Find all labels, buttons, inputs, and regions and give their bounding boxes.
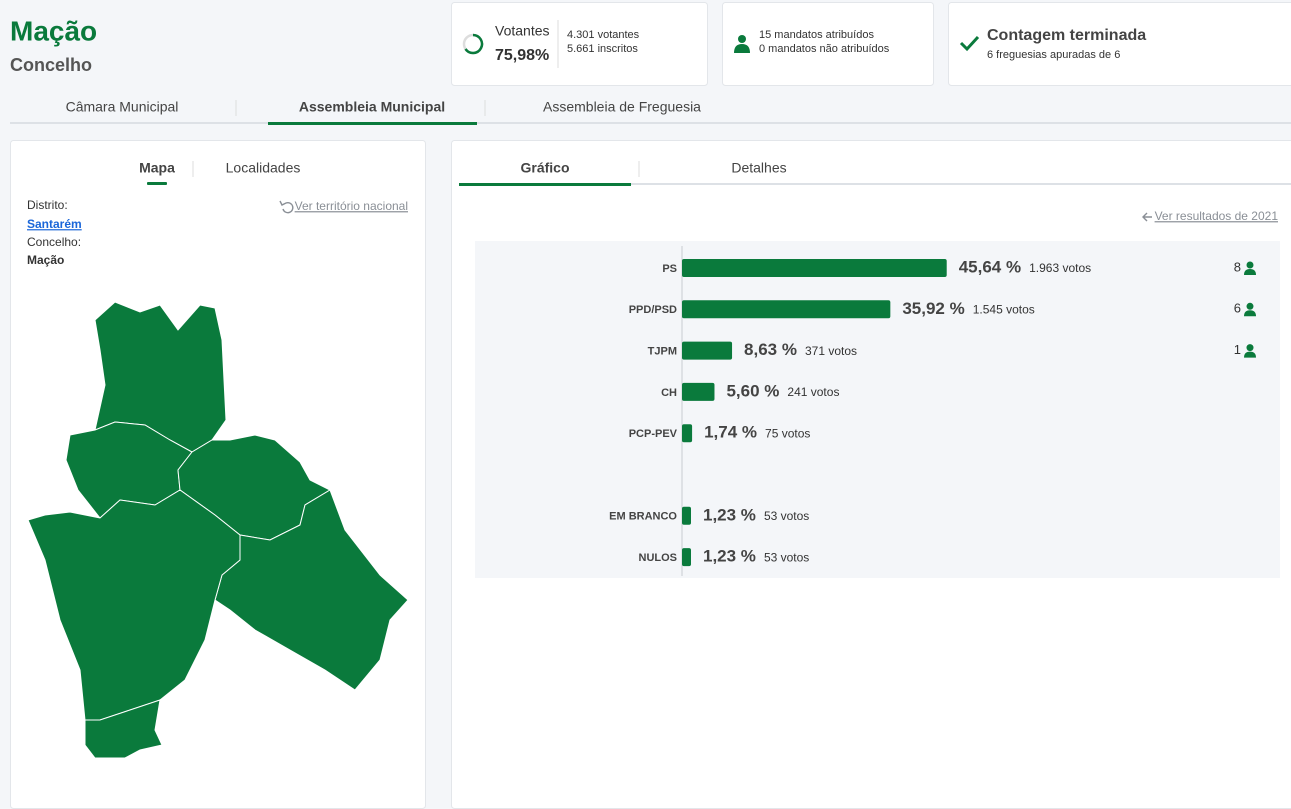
tab[interactable]: Localidades bbox=[226, 160, 301, 176]
value-label: 45,64 % bbox=[959, 257, 1021, 276]
title: Mação bbox=[10, 15, 97, 46]
check-icon bbox=[959, 35, 980, 52]
category-label: PS bbox=[662, 263, 677, 275]
person-head bbox=[1246, 344, 1254, 352]
registered: 5.661 inscritos bbox=[567, 43, 638, 55]
person-icon bbox=[1244, 261, 1256, 275]
status-card bbox=[948, 2, 1291, 86]
status-detail: 6 freguesias apuradas de 6 bbox=[987, 49, 1120, 61]
value-label: 5,60 % bbox=[726, 381, 779, 400]
national-link[interactable]: Ver território nacional bbox=[295, 199, 408, 213]
seats-label: 8 bbox=[1234, 259, 1241, 274]
value-label: 8,63 % bbox=[744, 340, 797, 359]
tab[interactable]: Assembleia de Freguesia bbox=[543, 99, 701, 115]
value-label: 1,23 % bbox=[703, 505, 756, 524]
voters: 4.301 votantes bbox=[567, 29, 640, 41]
category-label: PPD/PSD bbox=[629, 304, 677, 316]
value-label: 1,23 % bbox=[703, 547, 756, 566]
bar bbox=[682, 548, 691, 567]
mandates-assigned: 15 mandatos atribuídos bbox=[759, 29, 874, 41]
vote-label: 53 votos bbox=[764, 509, 809, 523]
person-body bbox=[1244, 310, 1256, 317]
parish[interactable] bbox=[27, 489, 241, 721]
vote-label: 75 votos bbox=[765, 426, 810, 440]
parish[interactable] bbox=[84, 699, 163, 759]
seats-label: 6 bbox=[1234, 301, 1241, 316]
parish[interactable] bbox=[94, 301, 227, 453]
category-label: TJPM bbox=[648, 346, 677, 358]
tab-active[interactable]: Assembleia Municipal bbox=[299, 99, 445, 115]
person-icon bbox=[1244, 344, 1256, 358]
person-icon bbox=[734, 35, 750, 53]
category-label: NULOS bbox=[639, 552, 678, 564]
district-link[interactable]: Santarém bbox=[27, 217, 82, 231]
tab[interactable]: Câmara Municipal bbox=[66, 99, 179, 115]
turnout-value: 75,98% bbox=[495, 47, 549, 64]
previous-link[interactable]: Ver resultados de 2021 bbox=[1155, 209, 1279, 223]
turnout-ring-fill bbox=[464, 33, 484, 55]
chart-area bbox=[475, 241, 1280, 578]
turnout-card bbox=[451, 2, 708, 86]
vote-label: 1.963 votos bbox=[1029, 261, 1091, 275]
vote-label: 1.545 votos bbox=[973, 302, 1035, 316]
person-head bbox=[1246, 261, 1254, 269]
person-head bbox=[1246, 302, 1254, 310]
tab[interactable]: Detalhes bbox=[731, 160, 786, 176]
person-body bbox=[1244, 351, 1256, 358]
bar bbox=[682, 382, 715, 401]
turnout-label: Votantes bbox=[495, 23, 550, 39]
value-label: 1,74 % bbox=[704, 423, 757, 442]
municipality: Mação bbox=[27, 253, 64, 267]
municipality-label: Concelho: bbox=[27, 235, 81, 249]
category-label: CH bbox=[661, 387, 677, 399]
tab-active[interactable]: Mapa bbox=[139, 160, 175, 176]
status-title: Contagem terminada bbox=[987, 27, 1146, 44]
bar bbox=[682, 424, 693, 443]
tab-underline bbox=[147, 182, 167, 185]
bar bbox=[682, 259, 947, 277]
mandates-unassigned: 0 mandatos não atribuídos bbox=[759, 43, 890, 55]
mandates-card bbox=[722, 2, 934, 86]
back-icon bbox=[279, 200, 294, 214]
subtitle: Concelho bbox=[10, 55, 92, 75]
district-label: Distrito: bbox=[27, 198, 68, 212]
vote-label: 371 votos bbox=[805, 344, 857, 358]
vote-label: 241 votos bbox=[787, 385, 839, 399]
bar bbox=[682, 506, 691, 525]
map bbox=[27, 301, 409, 759]
seats-label: 1 bbox=[1234, 342, 1241, 357]
tab-underline bbox=[459, 183, 631, 186]
tab-active[interactable]: Gráfico bbox=[520, 160, 569, 176]
bar bbox=[682, 341, 733, 360]
person-icon bbox=[1244, 302, 1256, 317]
person-body bbox=[1244, 269, 1256, 275]
category-label: PCP-PEV bbox=[629, 428, 678, 440]
arrow-icon bbox=[1142, 212, 1152, 222]
chart: PS 45,64 % 1.963 votos 8 PPD/PSD 35,92 % 1.545… bbox=[609, 257, 1256, 567]
value-label: 35,92 % bbox=[902, 299, 964, 318]
bar bbox=[682, 300, 891, 319]
category-label: EM BRANCO bbox=[609, 511, 677, 523]
tab-underline bbox=[268, 122, 477, 125]
vote-label: 53 votos bbox=[764, 550, 809, 564]
